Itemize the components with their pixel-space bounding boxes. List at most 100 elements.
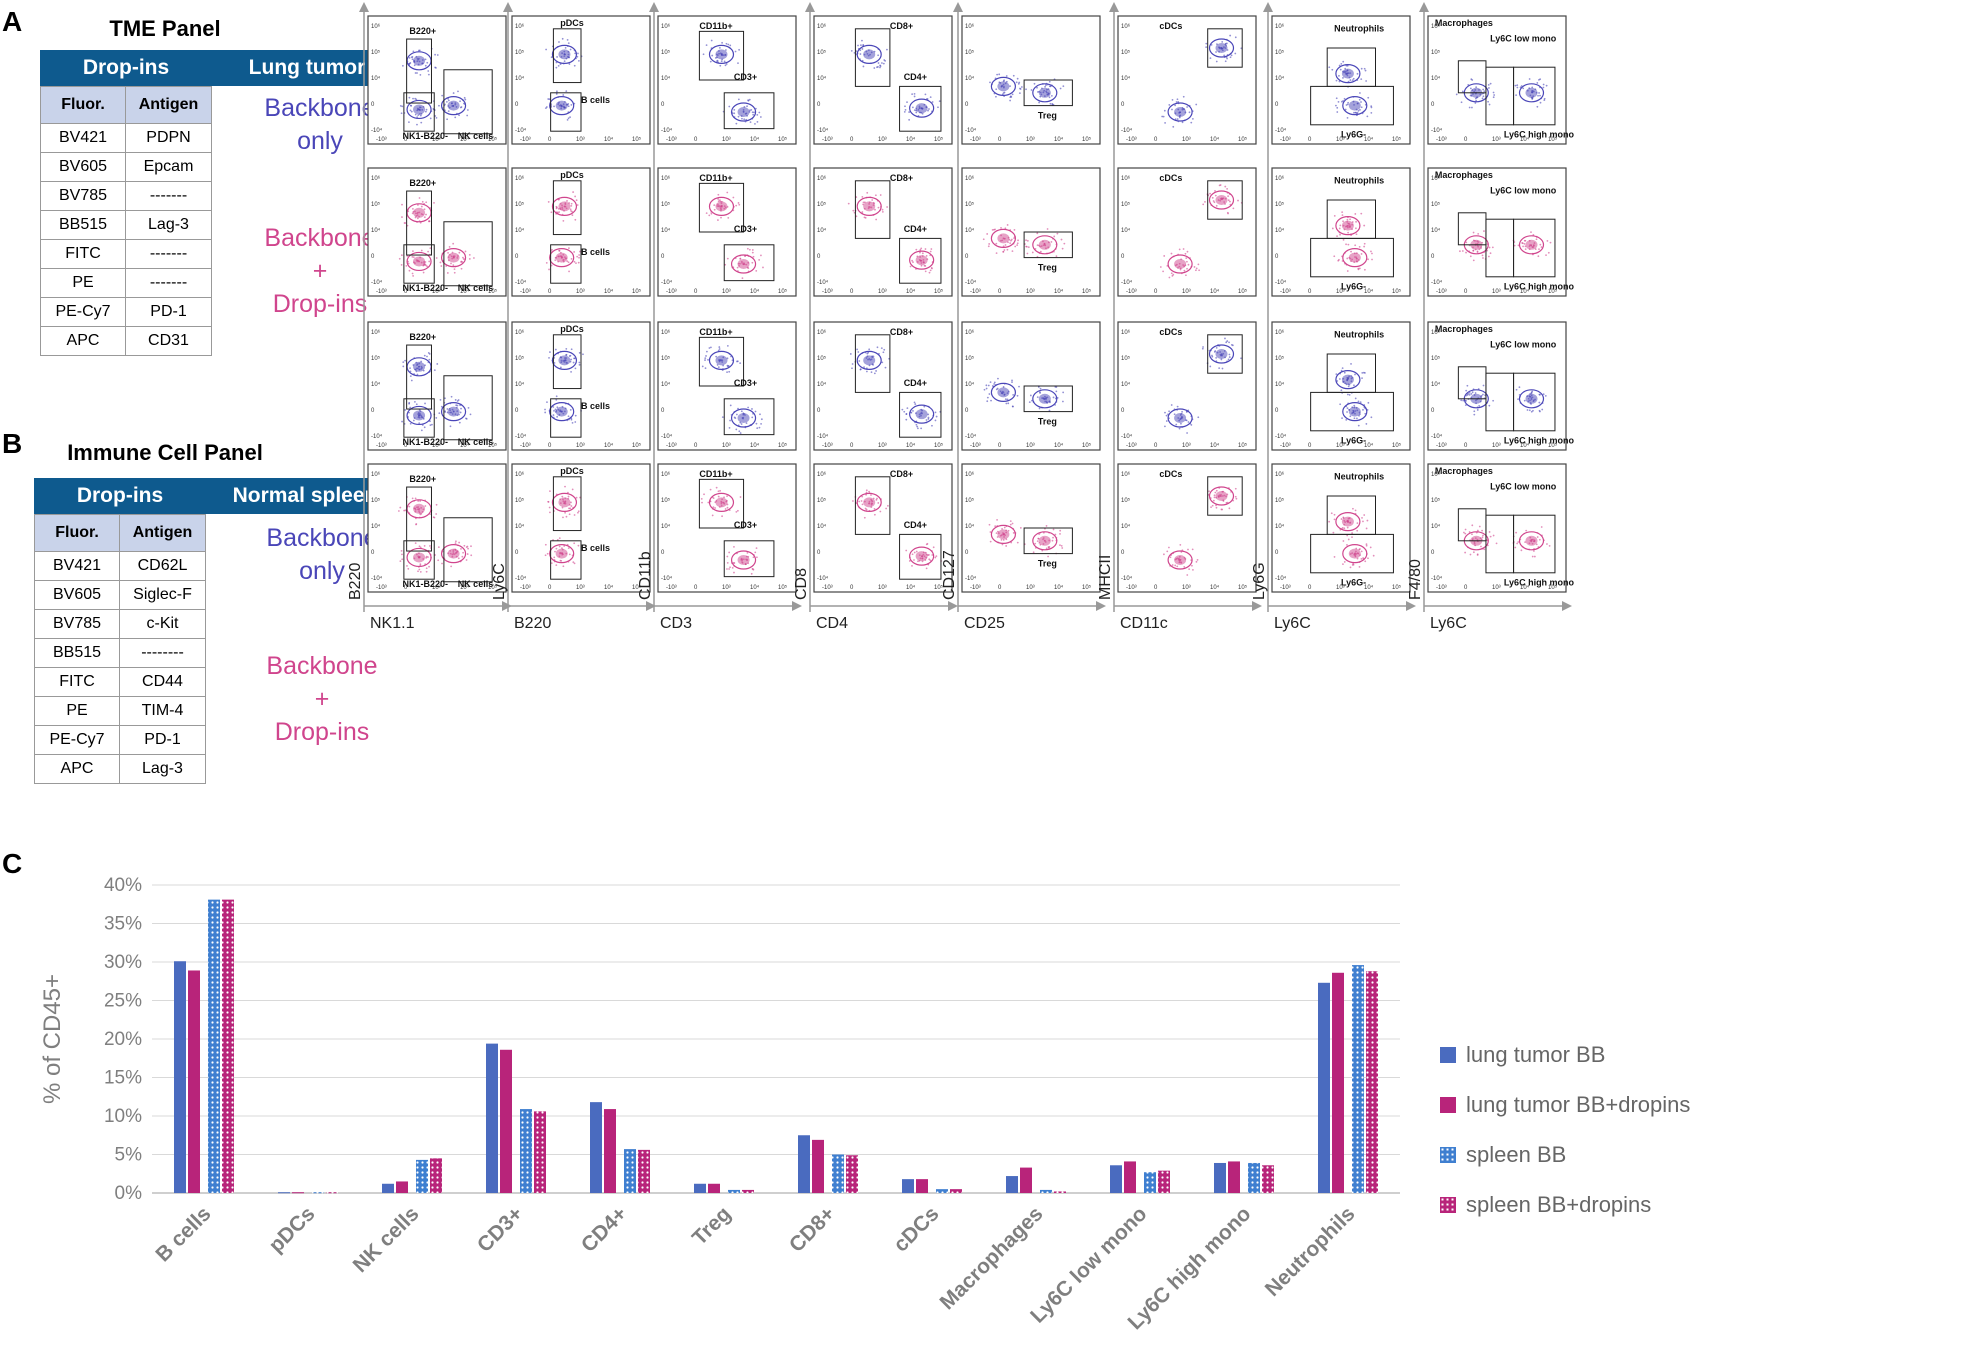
event-dot [414, 113, 417, 116]
event-dot [1060, 238, 1063, 241]
event-dot [1460, 399, 1463, 402]
event-dot [1052, 536, 1054, 539]
event-dot [717, 193, 720, 196]
event-dot [1339, 233, 1341, 236]
x-tick-label: 10⁵ [1548, 288, 1558, 295]
event-dot [929, 269, 932, 272]
gate-label: B220+ [409, 178, 436, 188]
y-axis-arrowhead [1109, 2, 1119, 12]
event-dot [879, 194, 882, 196]
event-dot [1174, 564, 1177, 567]
event-dot [927, 413, 930, 416]
event-dot [548, 98, 551, 101]
event-dot [1548, 544, 1551, 547]
event-dot [705, 212, 708, 215]
bar [520, 1109, 532, 1193]
y-tick-label: 10⁵ [371, 497, 381, 504]
event-dot [466, 114, 469, 117]
y-axis-label: MHCII [1097, 555, 1114, 600]
contour-core [915, 551, 928, 562]
gate-label: NK cells [458, 437, 494, 447]
event-dot [1054, 533, 1057, 536]
event-dot [569, 116, 571, 119]
event-dot [753, 111, 755, 114]
event-dot [404, 222, 407, 224]
event-dot [876, 346, 879, 349]
event-dot [734, 50, 737, 53]
event-dot [1190, 121, 1193, 124]
event-dot [1365, 543, 1368, 546]
event-dot [751, 249, 754, 251]
event-dot [1016, 541, 1019, 544]
event-dot [572, 361, 575, 364]
fluor-cell: PE-Cy7 [34, 725, 120, 755]
gate-label: CD3+ [734, 224, 757, 234]
event-dot [1343, 527, 1346, 530]
event-dot [1466, 393, 1469, 396]
event-dot [458, 421, 461, 424]
bb-line: Backbone [264, 224, 376, 252]
x-tick-label: 10⁴ [1520, 584, 1530, 591]
event-dot [567, 105, 570, 108]
x-tick-label: 10⁴ [906, 288, 916, 295]
gate-box [1513, 218, 1556, 278]
fluor-cell: BV421 [40, 123, 126, 153]
gate-box [899, 85, 942, 132]
event-dot [985, 384, 988, 387]
panel-a-fluor-table: Fluor. Antigen BV421 PDPN BV605 Epcam BV78… [40, 86, 212, 356]
x-tick-label: CD3+ [473, 1202, 528, 1257]
event-dot [1526, 409, 1529, 411]
bar [174, 961, 186, 1193]
event-dot [1196, 559, 1199, 561]
event-dot [1478, 525, 1481, 528]
event-dot [1175, 423, 1178, 426]
event-dot [431, 423, 433, 426]
event-dot [1489, 82, 1492, 85]
event-dot [849, 353, 852, 355]
x-tick-label: -10³ [970, 585, 981, 591]
event-dot [731, 566, 734, 569]
event-dot [911, 106, 914, 109]
event-dot [434, 53, 436, 56]
event-dot [741, 117, 743, 120]
event-dot [408, 96, 411, 99]
event-dot [1029, 394, 1032, 397]
x-tick-label: -10³ [520, 585, 531, 591]
event-dot [1346, 393, 1349, 396]
event-dot [1186, 250, 1189, 253]
event-dot [1005, 545, 1008, 547]
event-dot [578, 363, 581, 366]
event-dot [409, 62, 412, 64]
event-dot [1027, 246, 1030, 249]
event-dot [1364, 69, 1367, 72]
event-dot [1458, 250, 1461, 253]
event-dot [1328, 66, 1331, 69]
event-dot [861, 503, 864, 506]
contour-core [1215, 349, 1228, 359]
event-dot [1354, 509, 1357, 512]
event-dot [925, 419, 928, 421]
event-dot [1357, 400, 1360, 403]
panel-a-backbone-dropins: Backbone + Drop-ins [220, 222, 420, 321]
event-dot [1227, 199, 1230, 202]
event-dot [458, 541, 461, 544]
event-dot [746, 247, 749, 250]
y-tick-label: 0 [515, 408, 519, 414]
event-dot [1195, 267, 1198, 270]
contour [909, 98, 935, 118]
x-tick-label: 10⁴ [604, 136, 614, 143]
antigen-cell: -------- [119, 638, 206, 668]
event-dot [558, 537, 561, 540]
event-dot [1227, 195, 1230, 198]
event-dot [1341, 417, 1343, 420]
event-dot [399, 506, 402, 509]
event-dot [1345, 104, 1348, 106]
contour [1335, 63, 1361, 84]
event-dot [1230, 54, 1233, 57]
x-tick-label: -10³ [376, 289, 387, 295]
contour-core [447, 252, 460, 263]
event-dot [556, 56, 558, 58]
event-dot [1345, 243, 1347, 246]
event-dot [1465, 251, 1467, 254]
panel-b-backbone-only: Backbone only [222, 522, 422, 588]
